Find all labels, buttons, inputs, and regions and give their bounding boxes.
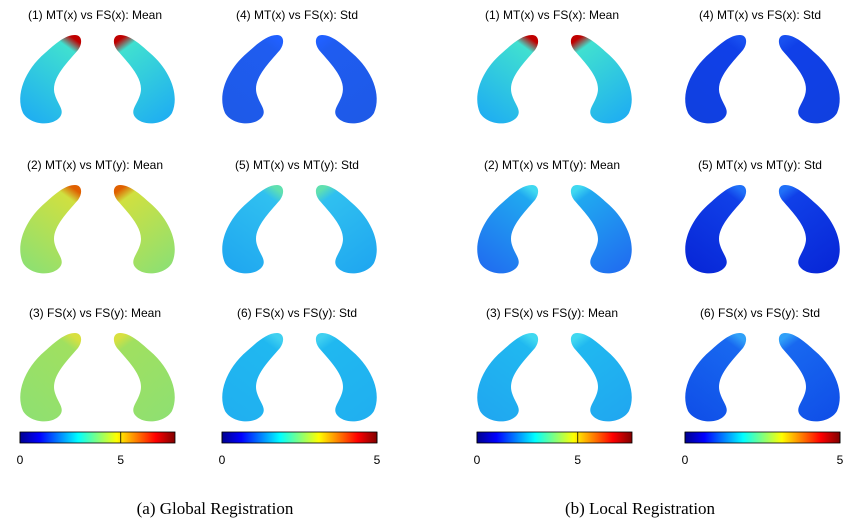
hippocampus-left [477,35,538,123]
panel-caption: (b) Local Registration [565,499,716,518]
colorbar-tick-label: 0 [682,453,689,467]
plot-title: (6) FS(x) vs FS(y): Std [237,306,357,320]
hippocampus-right [316,333,377,421]
plot-title: (6) FS(x) vs FS(y): Std [700,306,820,320]
colorbar [20,432,175,443]
plot-title: (2) MT(x) vs MT(y): Mean [27,158,163,172]
hippocampus-left [222,35,283,123]
plot-title: (3) FS(x) vs FS(y): Mean [29,306,161,320]
hippocampus-left [685,185,746,273]
colorbar-tick-label: 5 [117,453,124,467]
hippocampus-left [685,333,746,421]
colorbar-tick-label: 0 [219,453,226,467]
panel-caption: (a) Global Registration [137,499,294,518]
figure: (1) MT(x) vs FS(x): Mean (4) MT(x) vs FS(… [0,0,851,524]
colorbar [477,432,632,443]
hippocampus-left [20,35,81,123]
plot-title: (1) MT(x) vs FS(x): Mean [485,8,619,22]
hippocampus-left [222,185,283,273]
colorbar-tick-label: 5 [837,453,844,467]
hippocampus-right [571,185,632,273]
plot-title: (4) MT(x) vs FS(x): Std [236,8,358,22]
plot-title: (2) MT(x) vs MT(y): Mean [484,158,620,172]
colorbar [685,432,840,443]
colorbar-tick-label: 0 [17,453,24,467]
hippocampus-right [779,185,840,273]
hippocampus-right [114,185,175,273]
colorbar-tick-label: 5 [374,453,381,467]
plot-title: (4) MT(x) vs FS(x): Std [699,8,821,22]
hippocampus-left [20,185,81,273]
hippocampus-right [779,35,840,123]
hippocampus-right [114,35,175,123]
plot-title: (5) MT(x) vs MT(y): Std [698,158,822,172]
hippocampus-right [571,333,632,421]
hippocampus-right [779,333,840,421]
hippocampus-left [222,333,283,421]
hippocampus-right [316,185,377,273]
plot-title: (1) MT(x) vs FS(x): Mean [28,8,162,22]
hippocampus-left [685,35,746,123]
hippocampus-right [316,35,377,123]
hippocampus-left [20,333,81,421]
colorbar [222,432,377,443]
hippocampus-left [477,333,538,421]
colorbar-tick-label: 0 [474,453,481,467]
hippocampus-left [477,185,538,273]
colorbar-tick-label: 5 [574,453,581,467]
hippocampus-right [114,333,175,421]
plot-title: (5) MT(x) vs MT(y): Std [235,158,359,172]
plot-title: (3) FS(x) vs FS(y): Mean [486,306,618,320]
hippocampus-right [571,35,632,123]
